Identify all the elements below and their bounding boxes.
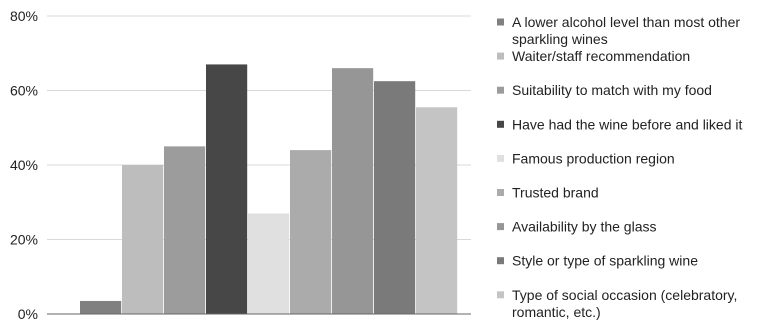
legend-item: Waiter/staff recommendation [497,48,690,64]
y-tick-label: 60% [10,83,38,99]
bar [416,107,458,314]
legend-swatch [497,18,504,26]
legend-item: Trusted brand [497,185,599,201]
bar [248,213,290,314]
legend-label: Trusted brand [512,185,599,201]
y-axis-tick-labels: 0% 20% 40% 60% 80% [10,8,38,322]
legend-swatch [497,52,504,60]
bar [290,150,332,314]
y-tick-label: 20% [10,232,38,248]
legend-swatch [497,189,504,196]
legend-swatch [497,223,504,231]
legend-item: A lower alcohol level than most other spa… [497,14,740,47]
bar [206,64,248,314]
legend-swatch [497,257,504,265]
bar [122,165,164,314]
legend-item: Availability by the glass [497,219,656,235]
legend: A lower alcohol level than most other spa… [497,14,742,320]
legend-item: Suitability to match with my food [497,82,712,98]
bar [164,146,206,314]
y-tick-label: 80% [10,8,38,24]
bars [80,64,458,315]
legend-swatch [497,86,504,94]
legend-label: Style or type of sparkling wine [512,253,698,269]
legend-item: Famous production region [497,150,675,166]
legend-label: Availability by the glass [512,219,656,235]
bar [80,300,122,314]
legend-label: Suitability to match with my food [512,82,712,98]
legend-item: Style or type of sparkling wine [497,253,698,269]
legend-swatch [497,291,504,299]
legend-label: Have had the wine before and liked it [512,116,742,132]
legend-item: Type of social occasion (celebratory, rom… [497,287,737,320]
legend-label: Waiter/staff recommendation [512,48,690,64]
bar [374,81,416,314]
legend-swatch [497,120,504,128]
bar [332,68,374,315]
y-tick-label: 40% [10,157,38,173]
legend-label: Famous production region [512,150,675,166]
legend-label: Type of social occasion (celebratory, rom… [512,287,737,320]
legend-swatch [497,154,504,162]
y-tick-label: 0% [18,306,38,322]
legend-label: A lower alcohol level than most other spa… [512,14,740,47]
legend-item: Have had the wine before and liked it [497,116,742,132]
